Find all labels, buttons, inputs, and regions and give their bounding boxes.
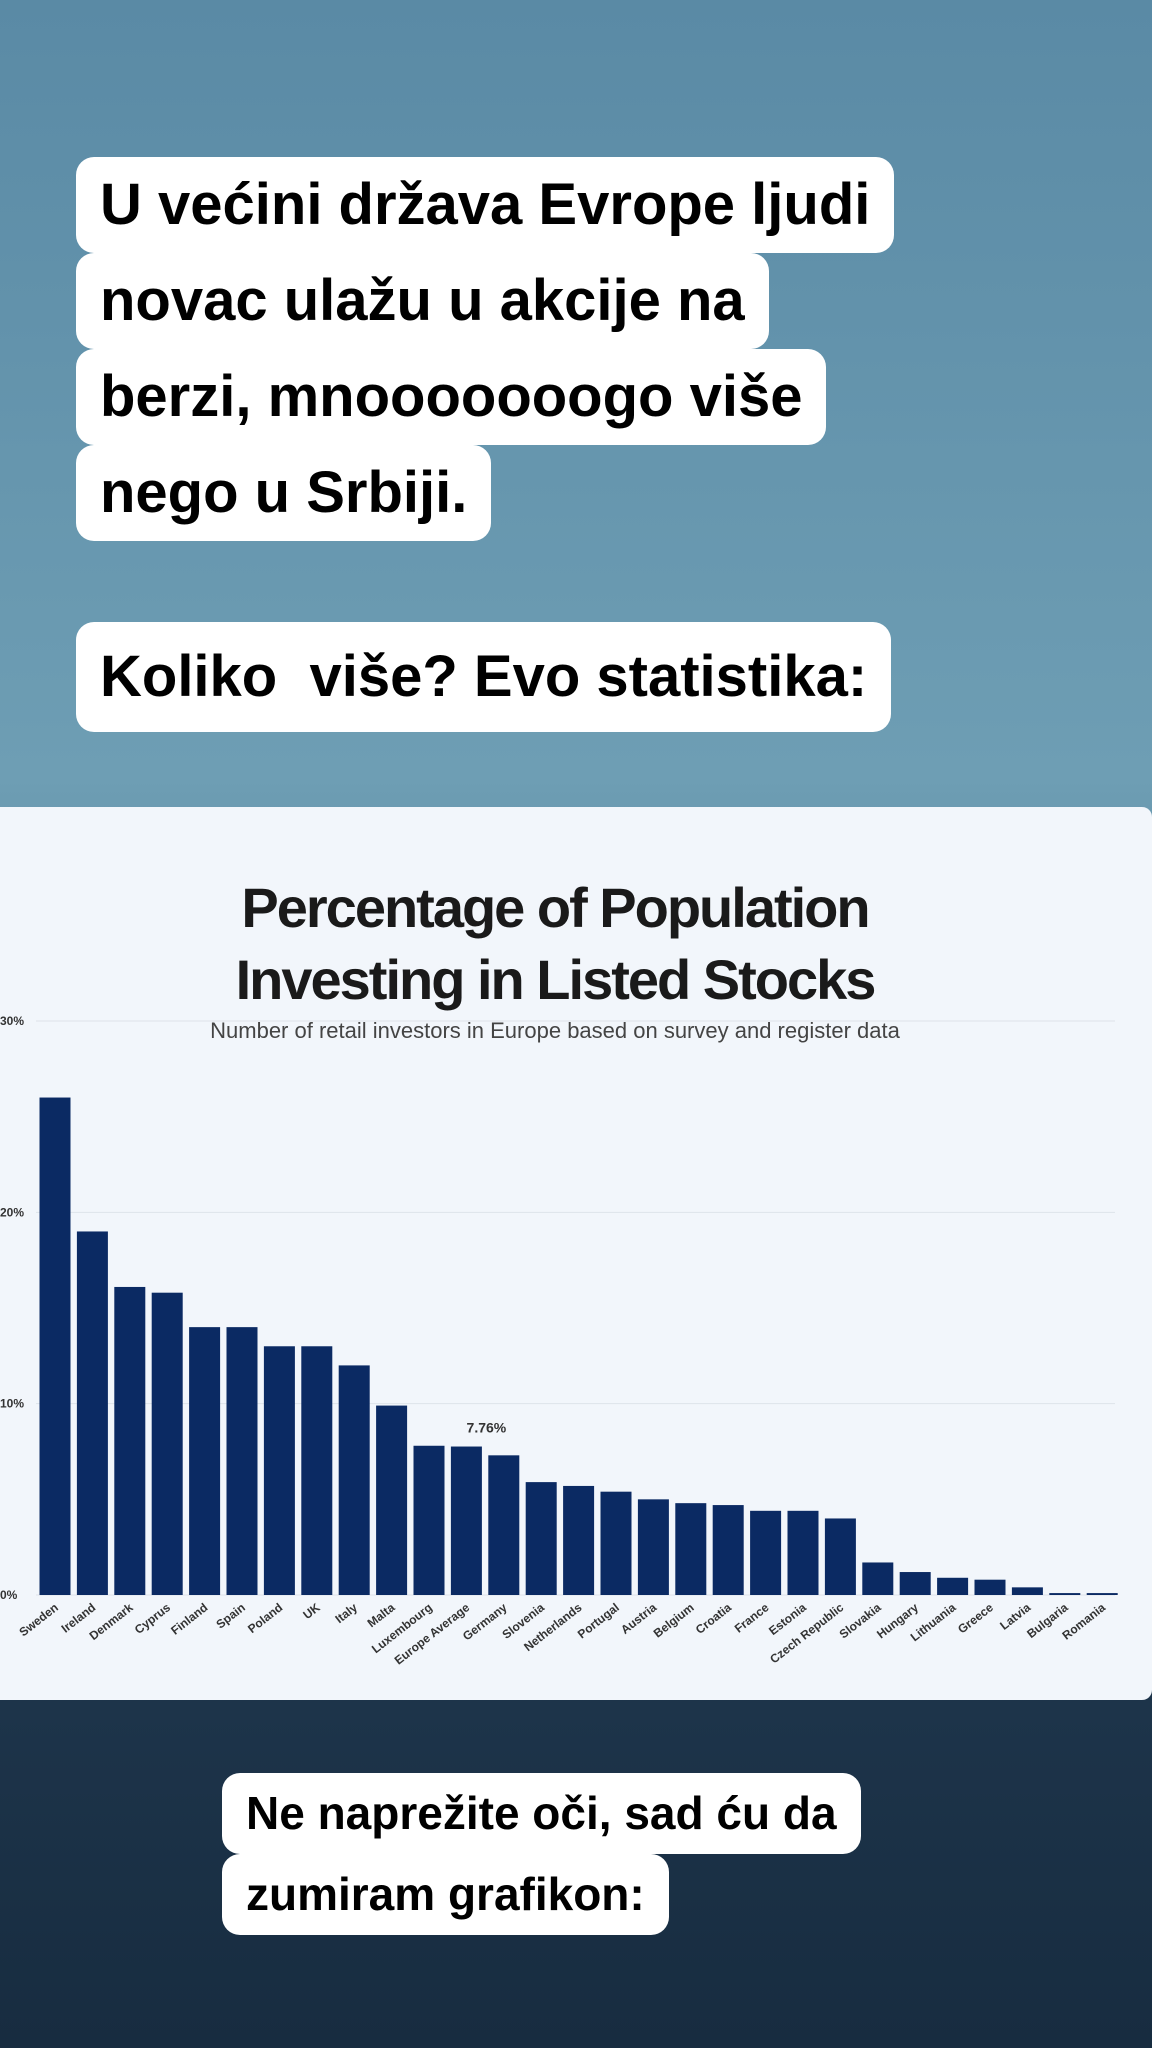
- bar: [151, 1292, 183, 1595]
- bar: [376, 1405, 408, 1595]
- bar: [637, 1499, 669, 1595]
- bar: [974, 1579, 1006, 1595]
- bar: [189, 1327, 221, 1595]
- text-bubble: Koliko više? Evo statistika:: [76, 622, 892, 732]
- y-tick-label: 20%: [0, 1205, 24, 1219]
- bar: [488, 1455, 520, 1595]
- x-tick-label: Greece: [955, 1600, 996, 1636]
- bar: [862, 1562, 894, 1595]
- chart-subtitle: Number of retail investors in Europe bas…: [210, 1018, 900, 1043]
- x-tick-label: Belgium: [651, 1600, 697, 1640]
- chart-panel: Percentage of Population Investing in Li…: [0, 807, 1152, 1700]
- bar: [301, 1346, 333, 1595]
- bar: [899, 1572, 931, 1595]
- text-bubble: U većini država Evrope ljudi novac ulažu…: [76, 157, 895, 541]
- bar: [39, 1097, 71, 1595]
- x-tick-label: Finland: [168, 1600, 210, 1637]
- y-tick-label: 0%: [0, 1588, 18, 1602]
- text-line: berzi, mnooooooogo više: [76, 349, 827, 445]
- bar: [675, 1503, 707, 1595]
- x-tick-label: Poland: [245, 1600, 285, 1636]
- x-tick-label: Portugal: [575, 1600, 622, 1641]
- x-tick-label: Italy: [333, 1600, 361, 1626]
- bar: [600, 1491, 632, 1595]
- bar: [563, 1485, 595, 1595]
- bar: [525, 1482, 557, 1595]
- bar: [76, 1231, 108, 1595]
- text-line: nego u Srbiji.: [76, 445, 492, 541]
- bar: [824, 1518, 856, 1595]
- text-bubble: Ne naprežite oči, sad ću da zumiram graf…: [222, 1773, 861, 1935]
- y-tick-label: 30%: [0, 1014, 24, 1028]
- bar: [1049, 1593, 1081, 1595]
- chart: Percentage of Population Investing in Li…: [0, 876, 1118, 1667]
- chart-title: Investing in Listed Stocks: [236, 948, 875, 1011]
- bar: [750, 1510, 782, 1595]
- bar: [413, 1445, 445, 1595]
- x-tick-label: Spain: [213, 1600, 247, 1631]
- bar: [1011, 1587, 1043, 1595]
- x-tick-label: France: [732, 1600, 772, 1635]
- x-tick-label: Cyprus: [132, 1600, 173, 1637]
- y-tick-label: 10%: [0, 1397, 24, 1411]
- text-line: Koliko više? Evo statistika:: [76, 622, 892, 732]
- text-line: novac ulažu u akcije na: [76, 253, 769, 349]
- bar: [114, 1286, 146, 1595]
- bar: [450, 1446, 482, 1595]
- bar: [937, 1577, 969, 1595]
- bar: [1086, 1593, 1118, 1595]
- bar: [712, 1505, 744, 1595]
- text-line: U većini država Evrope ljudi: [76, 157, 895, 253]
- bar: [263, 1346, 295, 1595]
- x-tick-label: Croatia: [693, 1600, 734, 1637]
- text-line: zumiram grafikon:: [222, 1854, 669, 1935]
- bar: [338, 1365, 370, 1595]
- x-tick-label: UK: [300, 1600, 323, 1622]
- chart-title: Percentage of Population: [241, 876, 868, 939]
- text-line: Ne naprežite oči, sad ću da: [222, 1773, 861, 1854]
- bar: [787, 1510, 819, 1595]
- x-tick-label: Sweden: [16, 1600, 60, 1639]
- bar: [226, 1327, 258, 1595]
- value-label: 7.76%: [467, 1420, 507, 1436]
